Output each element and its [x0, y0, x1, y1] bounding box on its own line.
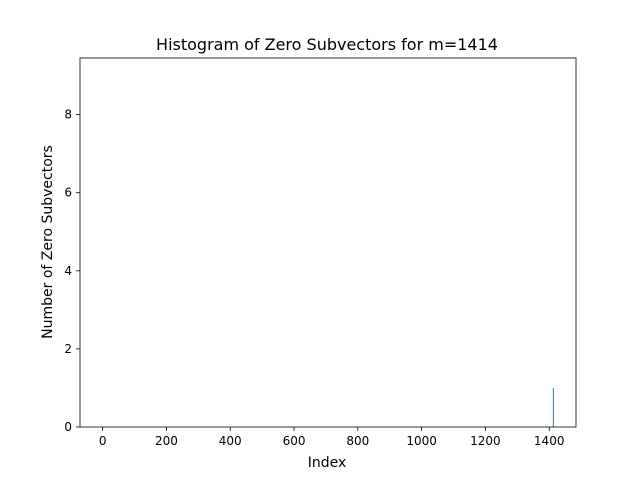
x-tick-label: 800	[346, 434, 369, 448]
x-axis-label: Index	[308, 455, 347, 471]
axes-background	[80, 58, 576, 427]
chart-title: Histogram of Zero Subvectors for m=1414	[156, 35, 498, 54]
y-tick-label: 8	[64, 108, 72, 122]
x-axis-ticks: 0 200 400 600 800 1000 1200 1400	[99, 427, 565, 448]
y-tick-label: 2	[64, 342, 72, 356]
y-axis-label: Number of Zero Subvectors	[40, 145, 56, 339]
y-tick-label: 4	[64, 264, 72, 278]
y-tick-label: 6	[64, 186, 72, 200]
x-tick-label: 1200	[470, 434, 501, 448]
x-tick-label: 0	[99, 434, 107, 448]
axes-frame	[79, 57, 577, 428]
y-axis-ticks: 0 2 4 6 8	[64, 108, 80, 434]
x-tick-label: 200	[155, 434, 178, 448]
bar-0	[552, 387, 554, 427]
x-tick-label: 1000	[406, 434, 437, 448]
y-tick-label: 0	[64, 420, 72, 434]
x-tick-label: 1400	[534, 434, 565, 448]
x-tick-label: 400	[219, 434, 242, 448]
x-tick-label: 600	[283, 434, 306, 448]
bars-group	[552, 387, 554, 427]
plot-area	[80, 58, 576, 427]
